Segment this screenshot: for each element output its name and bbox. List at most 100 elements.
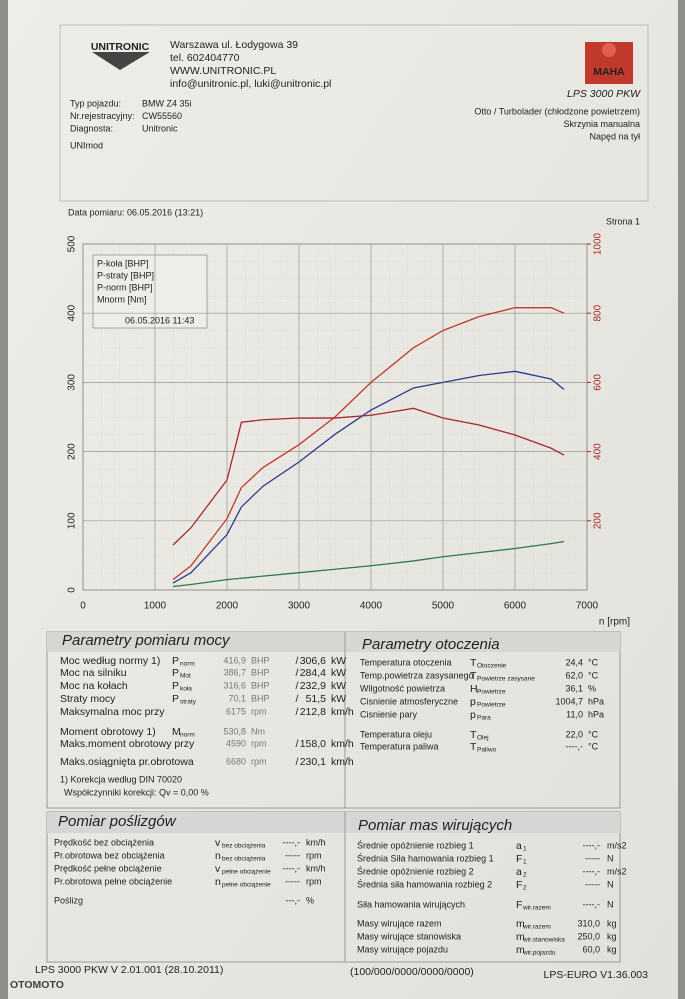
cell-unit: N	[607, 899, 614, 909]
cell-unit: N	[607, 879, 614, 889]
cell-label: Straty mocy	[60, 693, 116, 705]
series-line	[172, 307, 565, 581]
cell-unit: hPa	[588, 696, 604, 706]
cell-sub: wir.razem	[522, 905, 551, 912]
cell-label: Siła hamowania wirujących	[357, 899, 465, 909]
cell-sub: bez obciążenia	[222, 856, 266, 863]
cell-v2: 158,0	[300, 738, 326, 750]
cell-sub: koła	[180, 686, 192, 693]
series-line	[172, 370, 565, 584]
cell-sub: Olej	[477, 735, 489, 742]
cell-label: Temp.powietrza zasysanego	[360, 670, 474, 680]
cell-u2: kW	[331, 667, 346, 679]
cell-u2: km/h	[331, 756, 354, 768]
cell-u1: rpm	[251, 706, 267, 716]
field-value: BMW Z4 35i	[142, 98, 192, 108]
cell-sub: Paliwo	[477, 747, 497, 754]
note: 1) Korekcja według DIN 70020	[60, 774, 182, 784]
x-tick-label: 1000	[144, 601, 167, 612]
footer-right: LPS-EURO V1.36.003	[544, 969, 649, 981]
y-tick-label: 500	[67, 235, 78, 252]
cell-sep: /	[296, 706, 299, 718]
cell-v1: 6680	[226, 756, 246, 766]
cell-sym: m	[516, 931, 525, 943]
legend-box	[92, 254, 208, 329]
cell-value: ----,-	[283, 863, 301, 873]
cell-sym: P	[172, 667, 179, 679]
cell-label: Cisnienie atmosferyczne	[360, 696, 458, 706]
watermark: OTOMOTO	[10, 979, 64, 991]
cell-value: ----,-	[283, 837, 301, 847]
cell-label: Prędkość pełne obciążenie	[54, 863, 162, 873]
cell-sub: wir.pojazdu	[522, 950, 556, 957]
cell-unit: km/h	[306, 837, 326, 847]
cell-v1: 316,6	[223, 680, 246, 690]
cell-unit: m/s2	[607, 840, 627, 850]
cell-sym: P	[172, 693, 179, 705]
cell-sym: T	[470, 729, 477, 741]
series-line	[172, 540, 565, 588]
cell-value: ----,-	[583, 899, 601, 909]
engine-line: Otto / Turbolader (chłodzone powietrzem)	[474, 106, 640, 116]
section-title: Parametry otoczenia	[362, 636, 500, 653]
cell-unit: kg	[607, 944, 617, 954]
cell-unit: °C	[588, 741, 599, 751]
cell-sym: n	[215, 850, 221, 862]
company-line: Warszawa ul. Łodygowa 39	[170, 39, 298, 51]
cell-label: Masy wirujące stanowiska	[357, 931, 461, 941]
cell-sym: v	[215, 863, 221, 875]
cell-u1: BHP	[251, 667, 270, 677]
field-value: CW55560	[142, 111, 182, 121]
cell-sep: /	[296, 756, 299, 768]
cell-sep: /	[296, 680, 299, 692]
cell-label: Wilgotność powietrza	[360, 683, 445, 693]
cell-label: Masy wirujące pojazdu	[357, 944, 448, 954]
cell-label: Temperatura paliwa	[360, 741, 439, 751]
field-label: Nr.rejestracyjny:	[70, 111, 135, 121]
cell-sub: Para	[477, 715, 491, 722]
cell-v1: 4590	[226, 738, 246, 748]
cell-v2: 306,6	[300, 655, 326, 667]
cell-sub: 1	[523, 859, 527, 866]
cell-label: Masy wirujące razem	[357, 918, 442, 928]
cell-value: 24,4	[565, 657, 583, 667]
cell-value: ----,-	[583, 840, 601, 850]
cell-value: 310,0	[577, 918, 600, 928]
cell-unit: N	[607, 853, 614, 863]
page-number: Strona 1	[606, 216, 640, 226]
cell-v2: 212,8	[300, 706, 326, 718]
cell-u2: kW	[331, 680, 346, 692]
cell-unit: kg	[607, 918, 617, 928]
cell-value: ----,-	[566, 741, 584, 751]
cell-sub: wir.stanowiska	[522, 937, 565, 944]
cell-sub: Powietrze zasysane	[477, 676, 535, 683]
cell-label: Pr.obrotowa bez obciążenia	[54, 850, 165, 860]
footer-center: (100/000/0000/0000/0000)	[350, 966, 474, 978]
measurement-date: Data pomiaru: 06.05.2016 (13:21)	[68, 207, 203, 217]
cell-label: Cisnienie pary	[360, 709, 418, 719]
legend-entry: P-straty [BHP]	[97, 270, 154, 280]
cell-sub: Otoczenie	[477, 663, 507, 670]
cell-label: Maks.moment obrotowy przy	[60, 738, 195, 750]
legend-entry: Mnorm [Nm]	[97, 294, 147, 304]
cell-u2: kW	[331, 655, 346, 667]
cell-u1: rpm	[251, 738, 267, 748]
cell-sym: F	[516, 879, 522, 891]
x-tick-label: 0	[80, 601, 86, 612]
cell-label: Poślizg	[54, 895, 83, 905]
cell-unit: °C	[588, 657, 599, 667]
cell-unit: m/s2	[607, 866, 627, 876]
cell-sub: pełne obciążenie	[222, 869, 271, 876]
cell-v1: 70,1	[228, 693, 246, 703]
y-tick-label: 300	[67, 374, 78, 391]
cell-label: Pr.obrotowa pełne obciążenie	[54, 876, 172, 886]
series-line	[172, 407, 565, 546]
company-line: tel. 602404770	[170, 52, 240, 64]
cell-sub: pełne obciążenie	[222, 882, 271, 889]
footer-left: LPS 3000 PKW V 2.01.001 (28.10.2011)	[35, 964, 223, 976]
cell-u1: Nm	[251, 726, 265, 736]
cell-sym: m	[516, 944, 525, 956]
y-tick-label: 0	[67, 587, 78, 593]
